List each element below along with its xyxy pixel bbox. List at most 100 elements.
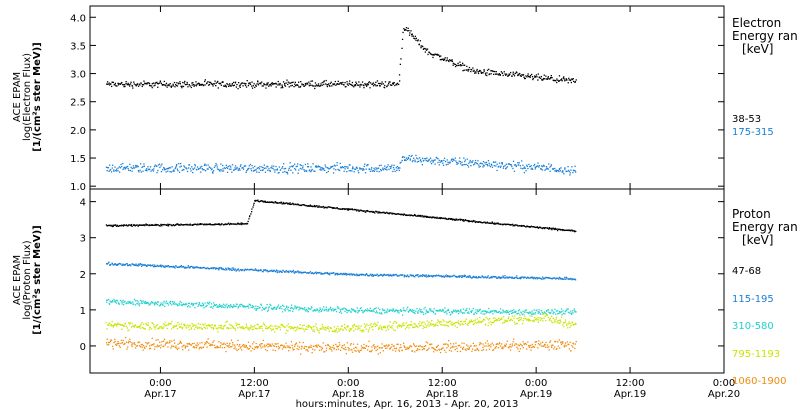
data-point (308, 325, 310, 327)
data-point (117, 82, 119, 84)
data-point (193, 346, 195, 348)
data-point (567, 327, 569, 329)
data-point (298, 346, 301, 348)
data-point (364, 84, 367, 86)
data-point (149, 345, 151, 347)
data-point (502, 322, 504, 324)
data-point (148, 304, 150, 306)
data-point (492, 70, 494, 72)
data-point (326, 327, 328, 329)
data-point (355, 347, 358, 349)
data-point (162, 302, 164, 304)
data-point (129, 169, 131, 172)
data-point (274, 271, 277, 273)
data-point (528, 226, 531, 228)
data-point (471, 348, 474, 350)
data-point (558, 322, 560, 324)
data-point (467, 345, 469, 347)
data-point (331, 206, 333, 209)
data-point (222, 164, 224, 167)
data-point (509, 73, 511, 75)
data-point (375, 307, 377, 309)
data-point (457, 276, 459, 278)
data-point (282, 81, 285, 83)
data-point (328, 84, 331, 87)
data-point (236, 166, 238, 169)
data-point (260, 347, 262, 349)
x-tick-label-time: 0:00 (337, 378, 359, 389)
data-point (506, 310, 508, 312)
data-point (149, 348, 151, 350)
data-point (433, 159, 435, 161)
data-point (310, 166, 312, 168)
data-point (126, 302, 128, 304)
data-point (300, 81, 302, 83)
data-point (456, 311, 458, 313)
data-point (275, 86, 277, 88)
data-point (320, 169, 322, 171)
data-point (483, 345, 485, 347)
data-point (499, 74, 501, 76)
data-point (405, 348, 407, 350)
data-point (142, 300, 144, 302)
data-point (153, 168, 155, 170)
data-point (232, 223, 235, 225)
data-point (167, 225, 170, 227)
data-point (236, 323, 238, 326)
data-point (236, 167, 238, 170)
data-point (315, 345, 318, 347)
data-point (224, 304, 226, 306)
data-point (210, 326, 212, 329)
data-point (536, 165, 539, 167)
data-point (473, 313, 475, 315)
data-point (311, 272, 313, 274)
data-point (532, 345, 535, 347)
data-point (328, 310, 330, 312)
data-point (521, 224, 523, 227)
data-point (575, 79, 577, 81)
data-point (535, 276, 537, 279)
data-point (412, 215, 414, 217)
data-point (534, 341, 536, 343)
data-point (213, 344, 216, 346)
data-point (323, 326, 325, 329)
data-point (251, 211, 253, 213)
data-point (461, 320, 463, 323)
data-point (352, 343, 355, 345)
data-point (442, 309, 444, 311)
data-point (379, 347, 381, 349)
data-point (519, 165, 522, 167)
data-point (260, 169, 262, 171)
y-tick-label: 2.0 (70, 126, 86, 137)
data-point (218, 169, 221, 171)
data-point (522, 310, 524, 312)
data-point (233, 81, 235, 84)
data-point (215, 346, 217, 348)
data-point (151, 343, 153, 346)
data-point (480, 276, 482, 279)
data-point (369, 324, 371, 326)
data-point (120, 82, 122, 84)
data-point (377, 321, 379, 324)
data-point (171, 340, 173, 342)
data-point (127, 264, 130, 267)
data-point (364, 310, 366, 312)
data-point (164, 344, 166, 346)
data-point (515, 311, 517, 313)
data-point (435, 309, 437, 312)
data-point (237, 88, 239, 90)
data-point (385, 311, 387, 313)
data-point (198, 301, 200, 304)
data-point (149, 265, 152, 267)
data-point (461, 164, 463, 166)
data-point (192, 325, 194, 327)
data-point (371, 310, 373, 313)
dynamic-layer: 0:00Apr.1712:00Apr.170:00Apr.1812:00Apr.… (70, 6, 787, 400)
data-point (135, 224, 137, 226)
data-point (132, 224, 135, 227)
data-point (335, 327, 338, 330)
data-point (169, 341, 171, 344)
data-point (312, 310, 314, 312)
data-point (185, 325, 187, 327)
data-point (152, 344, 154, 346)
